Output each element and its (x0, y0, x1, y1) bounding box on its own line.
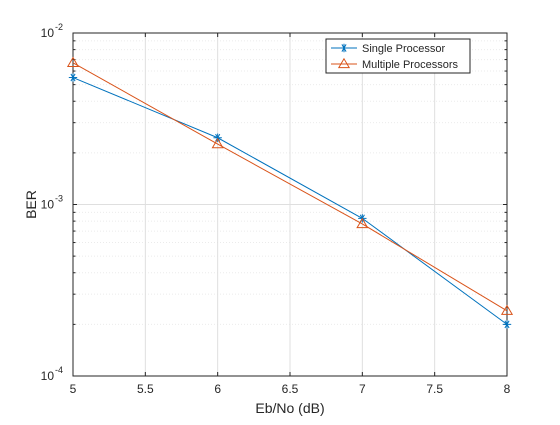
series (66, 56, 514, 329)
x-tick-label: 5.5 (137, 382, 154, 396)
asterisk-marker (213, 133, 222, 142)
y-tick-label-exponent: -4 (55, 365, 63, 375)
asterisk-marker (68, 73, 78, 82)
y-tick-label: 10 (41, 198, 55, 212)
triangle-marker (66, 56, 80, 67)
triangle-marker (500, 304, 514, 315)
legend: Single Processor Multiple Processors (325, 38, 471, 74)
triangle-marker (211, 137, 224, 149)
legend-box (325, 38, 471, 74)
legend-item: Single Processor (331, 43, 445, 55)
series-1 (66, 56, 514, 315)
grid (72, 32, 508, 377)
x-tick-label: 7.5 (426, 382, 443, 396)
x-tick-label: 5 (70, 382, 77, 396)
x-tick-label: 8 (504, 382, 511, 396)
y-tick-label: 10 (41, 26, 55, 40)
x-tick-label: 7 (359, 382, 366, 396)
legend-label: Multiple Processors (362, 59, 458, 71)
triangle-marker (356, 217, 369, 229)
legend-item: Multiple Processors (331, 57, 458, 71)
triangle-marker (337, 57, 351, 69)
y-tick-label-exponent: -2 (55, 22, 63, 32)
ticks: 5 5.5 6 6.5 7 7.5 810-410-310-2 (41, 22, 511, 396)
y-tick-label: 10 (41, 369, 55, 383)
y-axis-label: BER (23, 190, 39, 219)
x-tick-label: 6.5 (282, 382, 299, 396)
x-tick-label: 6 (214, 382, 221, 396)
asterisk-marker (339, 43, 349, 53)
x-axis-label: Eb/No (dB) (255, 400, 324, 416)
legend-label: Single Processor (362, 43, 445, 55)
y-tick-label-exponent: -3 (55, 194, 63, 204)
asterisk-marker (502, 320, 512, 329)
series-line (72, 77, 508, 325)
series-line (72, 62, 508, 312)
